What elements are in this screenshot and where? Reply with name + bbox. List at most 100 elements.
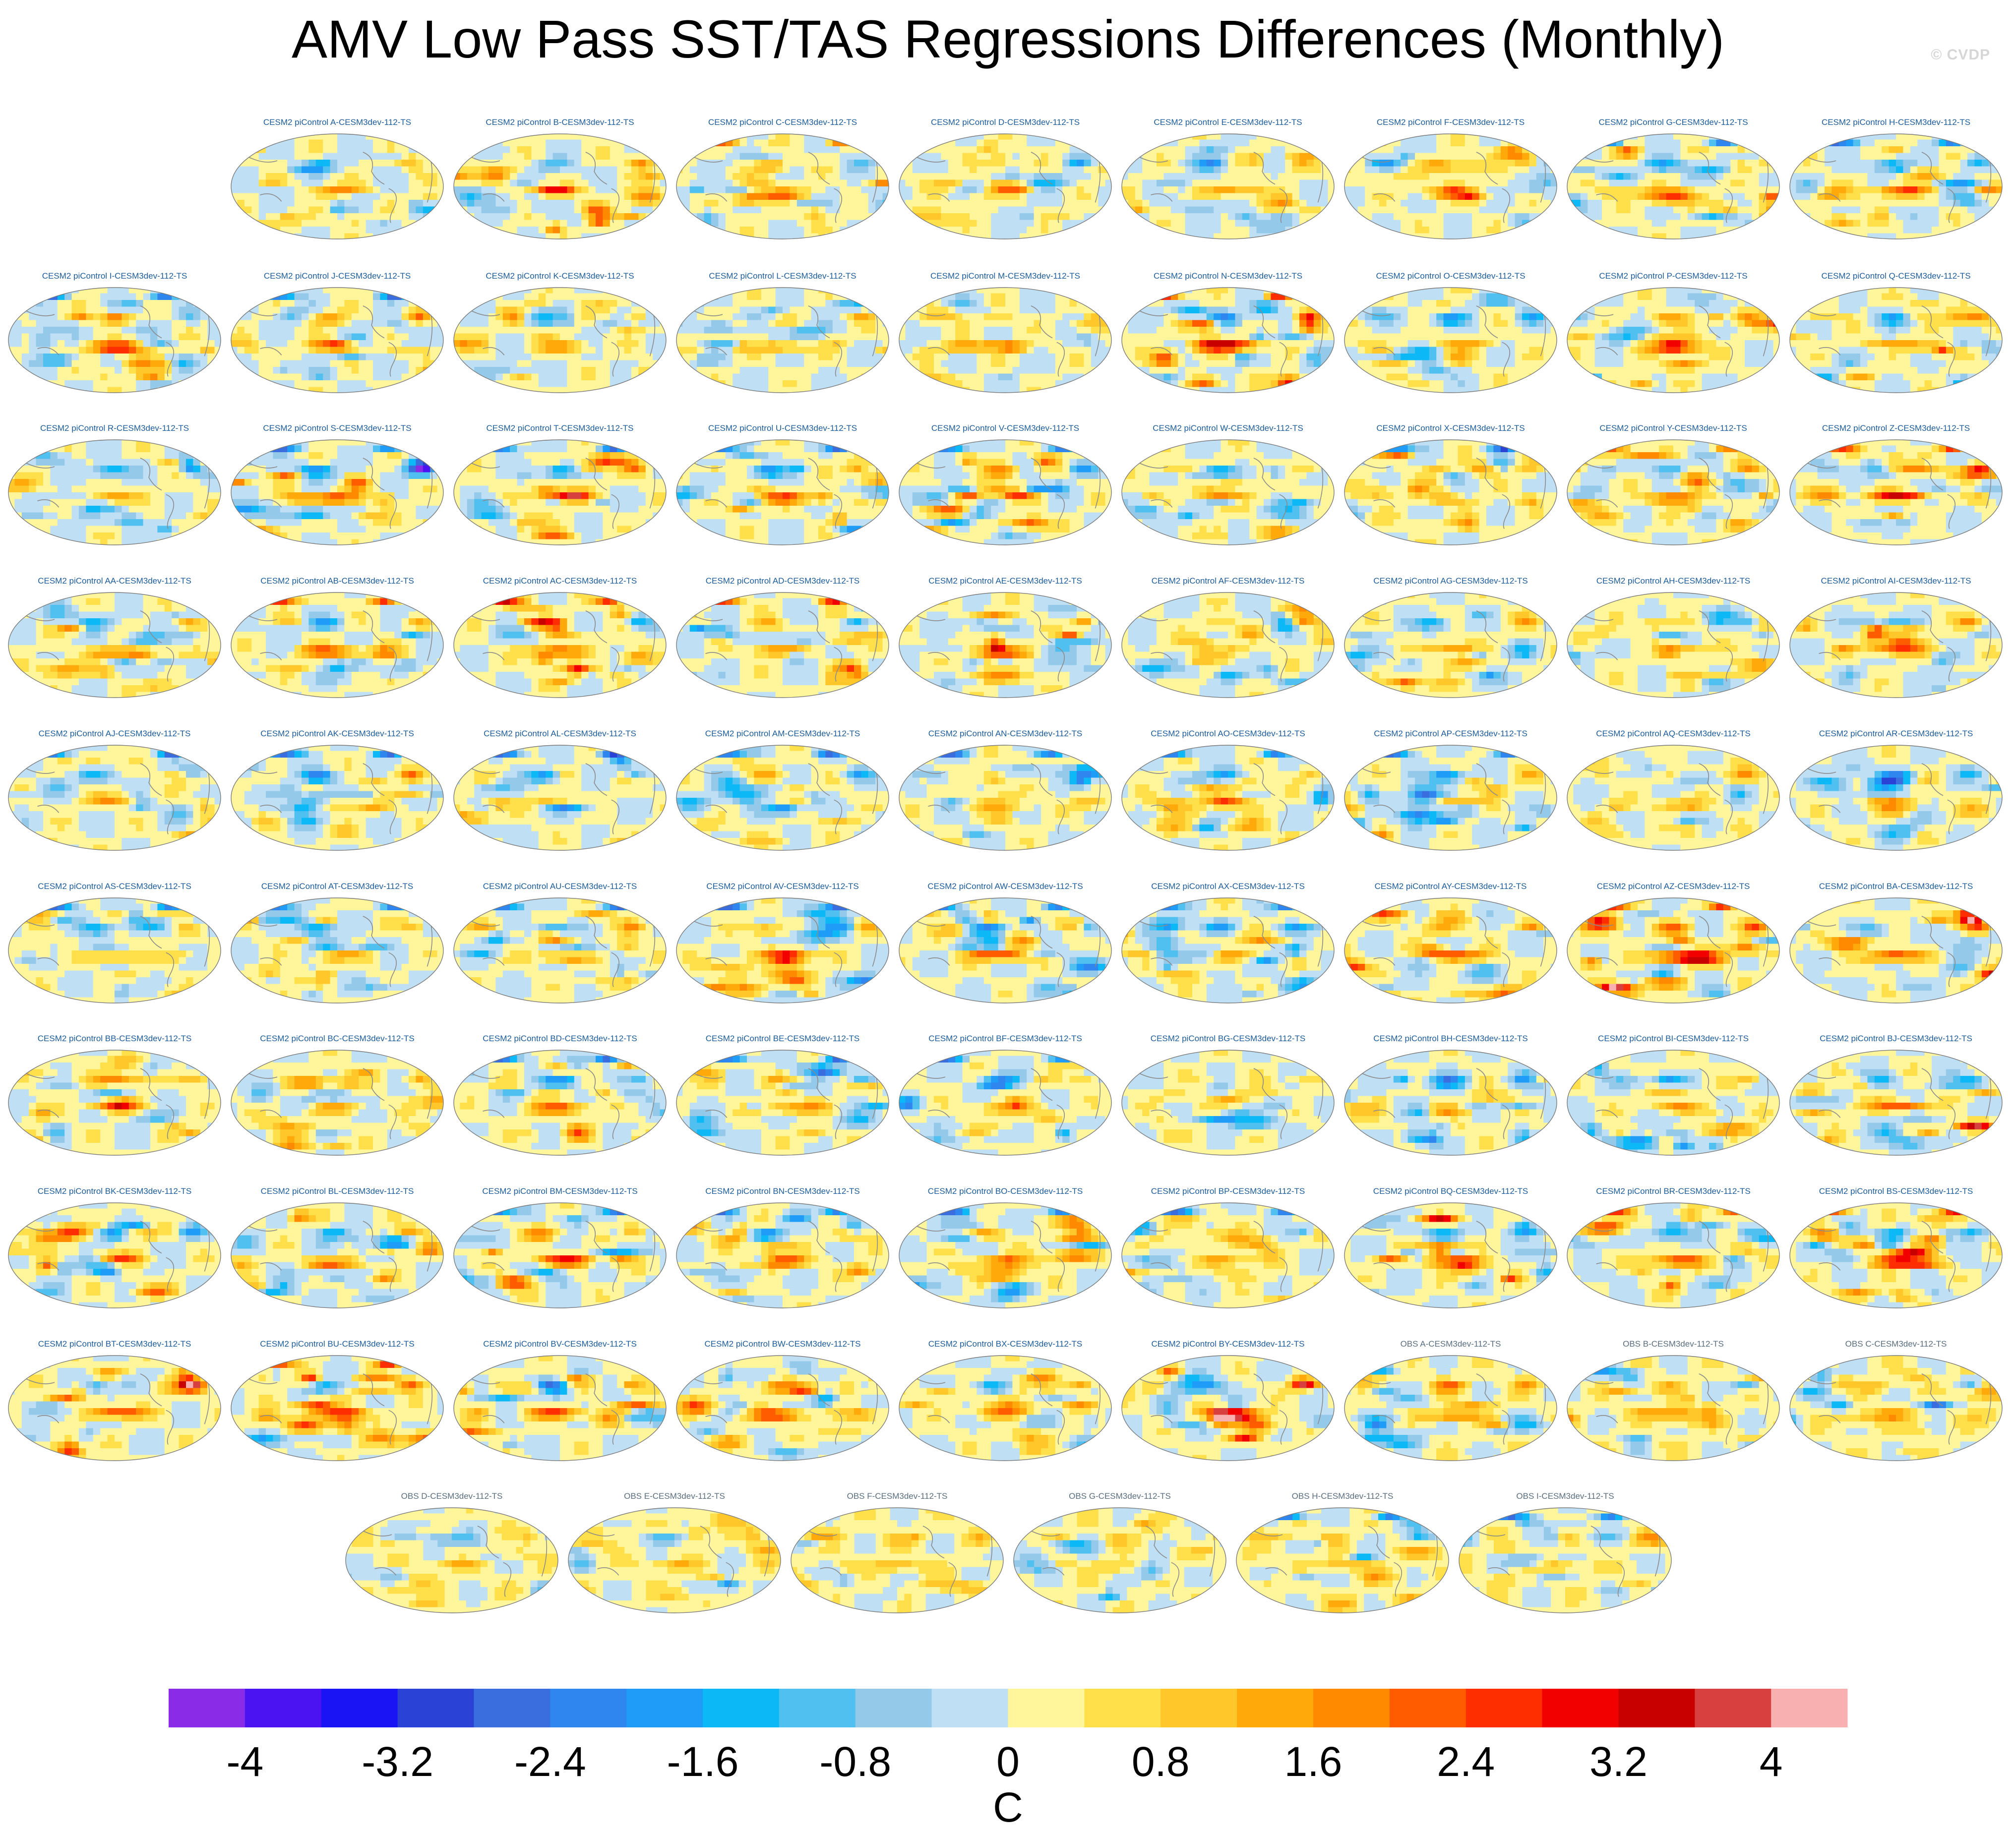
field-cell [359,300,367,307]
field-cell [231,300,238,307]
field-cell [1981,206,1989,214]
field-cell [1465,173,1472,180]
field-cell [1737,146,1745,154]
field-cell [1436,213,1444,221]
field-cell [1910,193,1918,200]
field-cell [1069,134,1077,140]
field-cell [1917,173,1925,180]
field-cell [1867,206,1875,214]
field-cell [1264,213,1271,221]
field-cell [1889,220,1896,227]
field-cell [1379,193,1387,200]
field-cell [1185,166,1193,174]
field-cell [1163,186,1171,194]
field-cell [1737,206,1745,214]
field-cell [510,166,518,174]
field-cell [660,288,666,294]
field-cell [337,340,345,348]
field-cell [1903,213,1911,221]
field-cell [467,293,475,300]
coastline [1947,188,1956,223]
field-cell [1451,200,1458,207]
field-cell [1810,206,1818,214]
field-cell [531,300,539,307]
field-cell [1192,206,1200,214]
field-cell [1479,186,1487,194]
field-cell [337,160,345,167]
field-cell [739,139,747,147]
field-cell [1716,146,1724,154]
field-cell [315,166,323,174]
field-cell [489,306,496,314]
field-cell [401,166,409,174]
field-cell [1723,179,1731,187]
field-cell [1192,153,1200,160]
field-cell [1702,186,1710,194]
field-cell [1860,139,1868,147]
field-cell [1981,233,1989,239]
field-cell [1472,146,1480,154]
field-cell [1867,193,1875,200]
field-cell [538,139,546,147]
field-cell [796,166,804,174]
field-cell [1306,153,1314,160]
field-cell [1185,160,1193,167]
field-cell [1917,179,1925,187]
field-cell [207,360,215,367]
field-cell [1695,206,1703,214]
field-cell [517,288,525,294]
field-cell [1077,193,1084,200]
field-cell [1766,213,1774,221]
field-cell [1536,186,1544,194]
field-cell [1192,166,1200,174]
field-cell [136,320,144,327]
field-cell [581,134,589,140]
field-cell [998,166,1006,174]
field-cell [531,213,539,221]
field-cell [1550,139,1557,147]
field-cell [1882,227,1890,234]
field-cell [351,193,359,200]
field-cell [1896,179,1903,187]
field-cell [1313,160,1321,167]
field-cell [237,360,245,367]
field-cell [1429,166,1437,174]
field-cell [157,347,165,354]
field-cell [588,193,596,200]
field-cell [416,166,424,174]
field-cell [93,300,101,307]
field-cell [1896,227,1903,234]
field-cell [1580,227,1588,234]
map-panel: CESM2 piControl D-CESM3dev-112-TS [899,118,1112,239]
field-cell [1651,206,1659,214]
field-cell [1401,139,1408,147]
field-cell [660,213,666,221]
field-cell [1939,220,1947,227]
field-cell [1055,193,1063,200]
field-cell [302,313,309,321]
field-cell [676,139,683,147]
field-cell [1062,213,1070,221]
field-cell [251,306,259,314]
field-cell [581,146,589,154]
field-cell [1027,153,1035,160]
field-cell [955,153,963,160]
field-cell [1178,213,1186,221]
field-cell [1630,193,1638,200]
field-cell [567,134,575,140]
field-cell [790,233,797,239]
field-cell [1292,206,1300,214]
field-cell [1034,186,1041,194]
field-cell [875,173,883,180]
field-cell [1451,193,1458,200]
field-cell [754,146,762,154]
field-cell [1105,139,1111,147]
field-cell [739,179,747,187]
field-cell [14,333,22,341]
field-cell [57,306,65,314]
field-cell [502,220,510,227]
field-cell [552,179,560,187]
field-cell [747,160,754,167]
field-cell [631,227,639,234]
field-cell [380,360,388,367]
